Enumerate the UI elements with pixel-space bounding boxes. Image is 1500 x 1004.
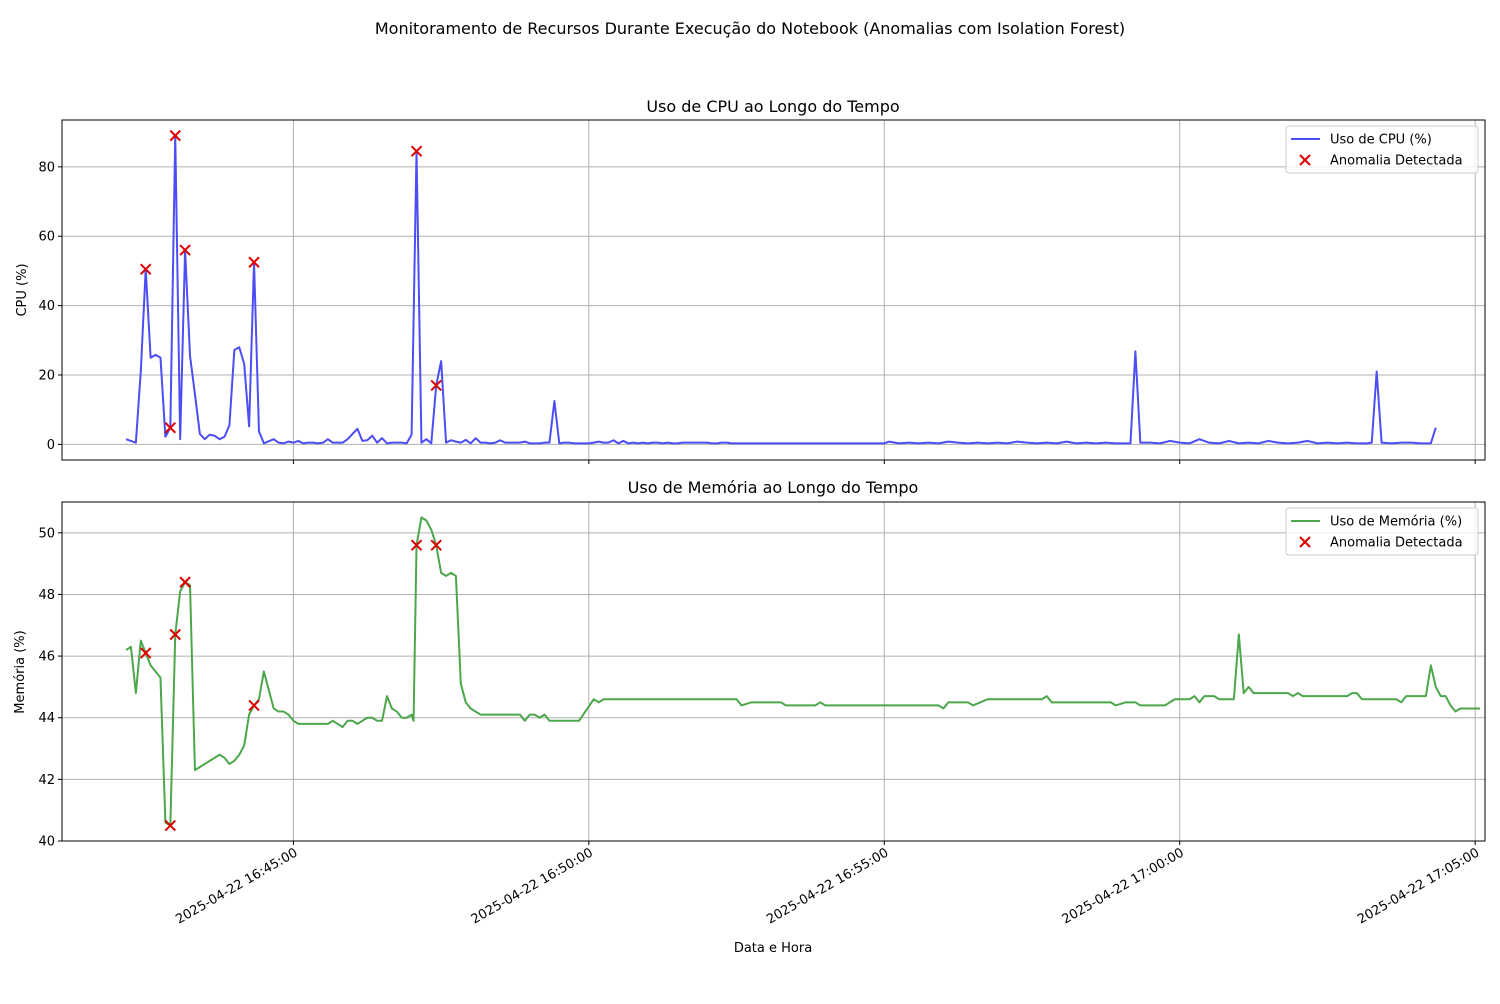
x-tick-label: 2025-04-22 17:00:00 (1060, 845, 1187, 927)
cpu-grid (62, 120, 1485, 460)
memory-grid (62, 502, 1485, 841)
memory-anomaly-marker (249, 700, 259, 710)
cpu-y-ticks: 0 20 40 60 80 (38, 160, 62, 453)
memory-anomaly-marker (180, 577, 190, 587)
cpu-panel: Uso de CPU ao Longo do Tempo 0 20 40 60 80 C… (15, 97, 1485, 464)
cpu-series-group (126, 131, 1436, 444)
cpu-y-tick-label: 20 (38, 369, 55, 384)
cpu-y-axis-label: CPU (%) (15, 263, 30, 316)
memory-legend-line-label: Uso de Memória (%) (1330, 515, 1462, 530)
figure-suptitle: Monitoramento de Recursos Durante Execuç… (375, 19, 1125, 38)
memory-legend-marker-label: Anomalia Detectada (1330, 536, 1463, 551)
cpu-legend-line-label: Uso de CPU (%) (1330, 133, 1432, 148)
memory-y-tick-label: 40 (38, 835, 55, 850)
memory-panel-title: Uso de Memória ao Longo do Tempo (628, 478, 919, 497)
cpu-legend-marker-label: Anomalia Detectada (1330, 154, 1463, 169)
x-tick-label: 2025-04-22 17:05:00 (1355, 845, 1482, 927)
cpu-usage-line (126, 136, 1436, 444)
x-tick-label: 2025-04-22 16:55:00 (764, 845, 891, 927)
memory-y-axis-label: Memória (%) (13, 630, 28, 713)
cpu-panel-title: Uso de CPU ao Longo do Tempo (646, 97, 899, 116)
memory-y-tick-label: 44 (38, 711, 55, 726)
x-tick-label: 2025-04-22 16:45:00 (173, 845, 300, 927)
x-tick-label: 2025-04-22 16:50:00 (469, 845, 596, 927)
memory-panel: Uso de Memória ao Longo do Tempo 4042444… (13, 478, 1485, 956)
memory-y-tick-label: 42 (38, 773, 55, 788)
cpu-axes-frame (62, 120, 1485, 460)
memory-x-ticks: 2025-04-22 16:45:00 2025-04-22 16:50:00 20… (173, 841, 1482, 928)
memory-y-ticks: 40 42 44 46 48 50 (38, 526, 62, 849)
memory-legend: Uso de Memória (%) Anomalia Detectada (1286, 508, 1478, 555)
cpu-y-tick-label: 40 (38, 299, 55, 314)
memory-axes-frame (62, 502, 1485, 841)
cpu-y-tick-label: 0 (47, 438, 55, 453)
memory-y-tick-label: 48 (38, 588, 55, 603)
cpu-x-ticks (293, 460, 1475, 464)
memory-y-tick-label: 46 (38, 650, 55, 665)
x-axis-label: Data e Hora (734, 941, 812, 956)
cpu-y-tick-label: 80 (38, 160, 55, 175)
memory-series-group (126, 517, 1480, 830)
memory-y-tick-label: 50 (38, 526, 55, 541)
cpu-legend: Uso de CPU (%) Anomalia Detectada (1286, 126, 1478, 173)
cpu-y-tick-label: 60 (38, 230, 55, 245)
